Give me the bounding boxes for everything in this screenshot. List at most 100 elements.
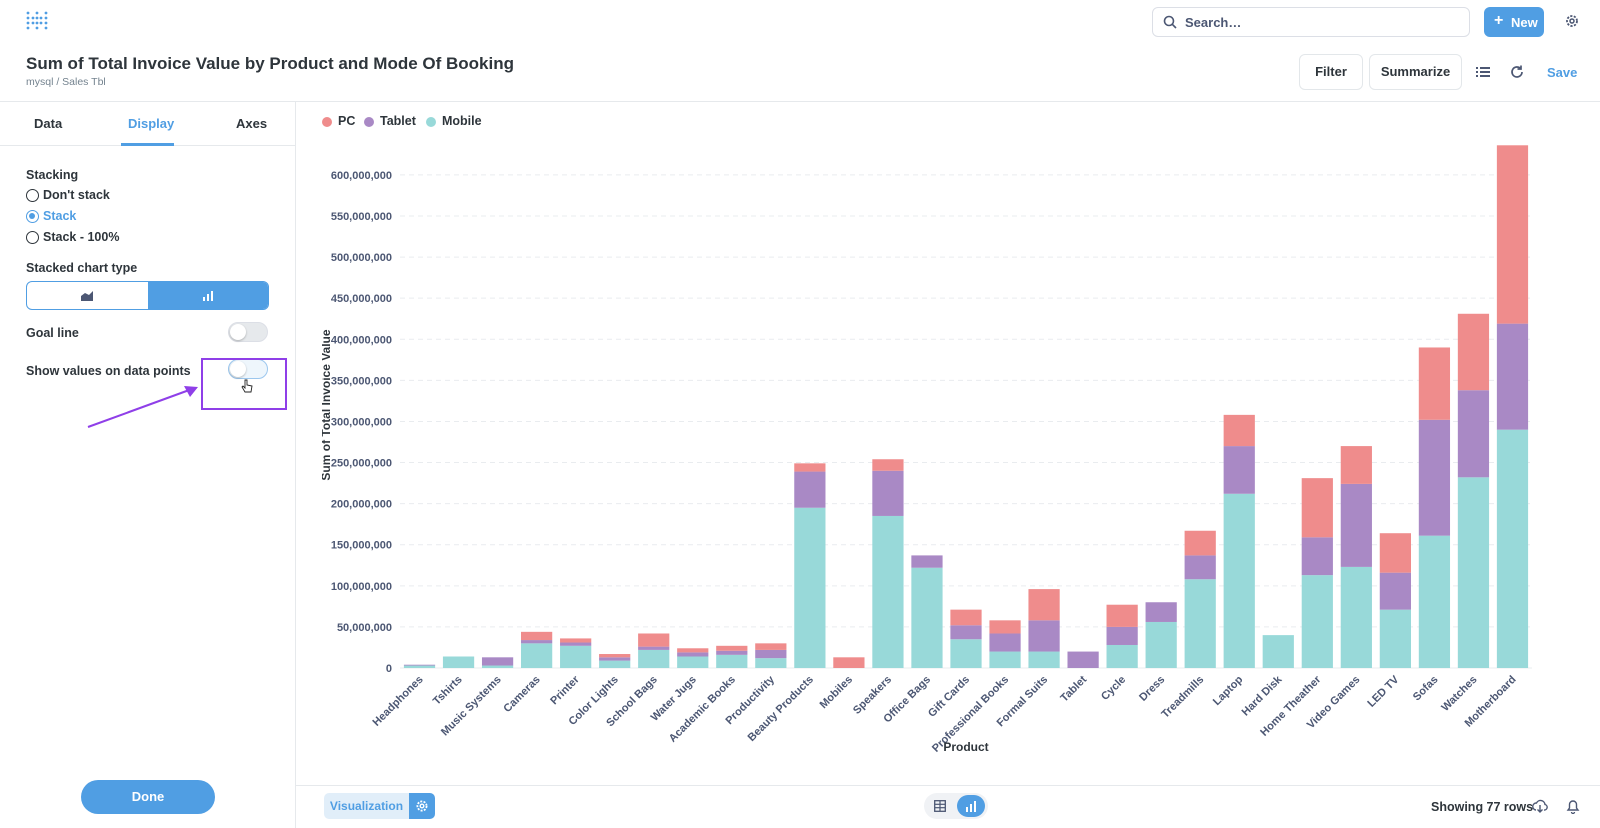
bar-segment-mobile[interactable]: [1301, 575, 1333, 668]
goal-line-toggle[interactable]: [228, 322, 268, 342]
bar-segment-mobile[interactable]: [1145, 621, 1177, 668]
bar-segment-mobile[interactable]: [677, 656, 709, 668]
tab-axes[interactable]: Axes: [236, 116, 268, 131]
bar-chart-option[interactable]: [148, 282, 268, 309]
bar-segment-mobile[interactable]: [1028, 651, 1060, 668]
bar-segment-pc[interactable]: [1418, 347, 1451, 420]
bar-segment-tablet[interactable]: [1301, 537, 1333, 576]
bar-segment-mobile[interactable]: [716, 654, 748, 668]
bar-segment-mobile[interactable]: [1496, 429, 1529, 668]
radio-stack-100-circle[interactable]: [26, 231, 39, 244]
bar-segment-tablet[interactable]: [481, 657, 514, 666]
bar-segment-tablet[interactable]: [1145, 602, 1177, 622]
bar-segment-pc[interactable]: [638, 633, 670, 647]
bar-segment-pc[interactable]: [1028, 589, 1060, 621]
show-values-toggle[interactable]: [228, 359, 268, 379]
bar-segment-pc[interactable]: [794, 463, 826, 472]
bar-segment-pc[interactable]: [1379, 533, 1411, 573]
bar-segment-tablet[interactable]: [1067, 651, 1099, 668]
bar-segment-tablet[interactable]: [950, 625, 982, 640]
bar-segment-tablet[interactable]: [716, 650, 748, 655]
bar-segment-tablet[interactable]: [755, 649, 787, 659]
bar-segment-tablet[interactable]: [638, 646, 670, 650]
bar-segment-pc[interactable]: [833, 657, 865, 668]
visualization-settings-button[interactable]: [409, 793, 435, 819]
bar-segment-mobile[interactable]: [1106, 644, 1138, 668]
bar-segment-pc[interactable]: [521, 631, 553, 641]
bar-segment-mobile[interactable]: [442, 656, 475, 668]
bar-segment-tablet[interactable]: [1496, 323, 1529, 430]
bar-segment-pc[interactable]: [872, 459, 904, 471]
bar-segment-mobile[interactable]: [638, 649, 670, 668]
bar-segment-pc[interactable]: [755, 643, 787, 650]
bar-segment-mobile[interactable]: [1262, 635, 1294, 668]
bar-segment-pc[interactable]: [677, 648, 709, 653]
bar-segment-tablet[interactable]: [1106, 626, 1138, 645]
search-input[interactable]: Search…: [1152, 7, 1470, 37]
bar-segment-mobile[interactable]: [521, 643, 553, 668]
refresh-icon[interactable]: [1509, 64, 1525, 80]
radio-dont-stack-circle[interactable]: [26, 189, 39, 202]
bar-segment-tablet[interactable]: [1418, 419, 1451, 536]
list-icon[interactable]: [1476, 65, 1490, 79]
bar-segment-mobile[interactable]: [755, 658, 787, 668]
visualization-button[interactable]: Visualization: [324, 793, 409, 819]
new-button[interactable]: + New: [1484, 7, 1544, 37]
bar-segment-mobile[interactable]: [1184, 579, 1216, 668]
bar-segment-tablet[interactable]: [1028, 620, 1060, 652]
tab-data[interactable]: Data: [34, 116, 63, 131]
bar-segment-tablet[interactable]: [1379, 572, 1411, 610]
bar-segment-tablet[interactable]: [560, 642, 592, 646]
bar-segment-tablet[interactable]: [677, 652, 709, 657]
bar-segment-tablet[interactable]: [1340, 483, 1372, 567]
bar-segment-pc[interactable]: [1106, 604, 1138, 627]
bar-segment-mobile[interactable]: [1457, 477, 1490, 668]
bar-segment-mobile[interactable]: [1340, 566, 1372, 668]
bar-segment-pc[interactable]: [1457, 313, 1490, 391]
bar-segment-pc[interactable]: [1301, 478, 1333, 538]
download-icon[interactable]: [1532, 798, 1548, 814]
bar-segment-pc[interactable]: [599, 654, 631, 658]
bar-segment-mobile[interactable]: [481, 665, 514, 668]
bar-segment-mobile[interactable]: [794, 507, 826, 668]
filter-button[interactable]: Filter: [1299, 54, 1363, 90]
bar-segment-mobile[interactable]: [950, 639, 982, 668]
area-chart-option[interactable]: [27, 282, 148, 309]
bar-segment-mobile[interactable]: [872, 515, 904, 668]
bar-segment-tablet[interactable]: [521, 640, 553, 644]
bar-segment-mobile[interactable]: [911, 567, 943, 668]
tab-display[interactable]: Display: [128, 116, 175, 131]
summarize-button[interactable]: Summarize: [1369, 54, 1462, 90]
bar-segment-tablet[interactable]: [403, 664, 436, 666]
bar-segment-tablet[interactable]: [599, 657, 631, 661]
bar-segment-mobile[interactable]: [1223, 493, 1255, 668]
bar-segment-pc[interactable]: [716, 645, 748, 651]
bar-segment-tablet[interactable]: [989, 633, 1021, 652]
bar-segment-mobile[interactable]: [1379, 609, 1411, 668]
bar-segment-pc[interactable]: [1223, 414, 1255, 447]
radio-stack-circle[interactable]: [26, 210, 39, 223]
bar-segment-pc[interactable]: [1496, 145, 1529, 324]
done-button[interactable]: Done: [81, 780, 215, 814]
bell-icon[interactable]: [1566, 798, 1580, 814]
bar-segment-tablet[interactable]: [872, 470, 904, 516]
bar-segment-mobile[interactable]: [560, 645, 592, 668]
bar-segment-tablet[interactable]: [1457, 390, 1490, 478]
bar-segment-mobile[interactable]: [599, 660, 631, 668]
breadcrumb[interactable]: mysql / Sales Tbl: [26, 76, 106, 88]
bar-segment-mobile[interactable]: [989, 651, 1021, 668]
table-view-icon[interactable]: [934, 800, 946, 812]
bar-segment-pc[interactable]: [989, 620, 1021, 634]
bar-segment-pc[interactable]: [1340, 446, 1372, 484]
bar-segment-pc[interactable]: [950, 609, 982, 626]
bar-segment-tablet[interactable]: [911, 555, 943, 568]
metabase-logo-icon[interactable]: [26, 11, 48, 33]
chart-view-button[interactable]: [957, 795, 985, 817]
bar-segment-tablet[interactable]: [1184, 555, 1216, 580]
gear-icon[interactable]: [1564, 13, 1580, 29]
bar-segment-mobile[interactable]: [1418, 535, 1451, 668]
bar-segment-pc[interactable]: [560, 638, 592, 643]
save-button[interactable]: Save: [1547, 65, 1578, 80]
bar-segment-pc[interactable]: [1184, 530, 1216, 556]
bar-segment-tablet[interactable]: [794, 471, 826, 508]
